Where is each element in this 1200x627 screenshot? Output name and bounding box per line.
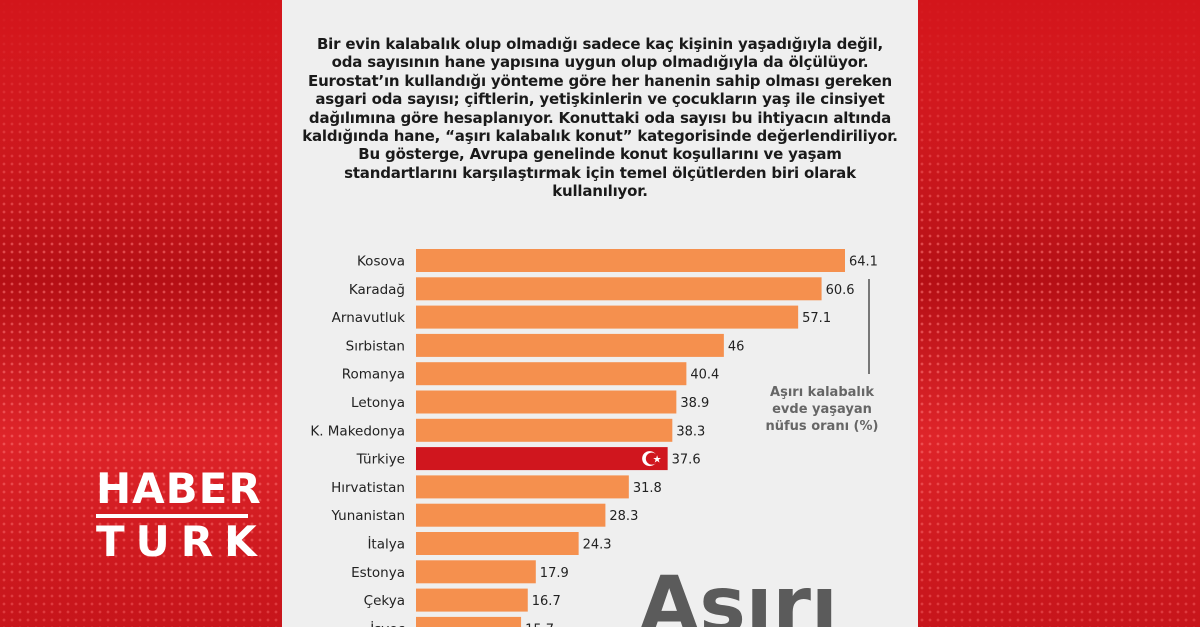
value-label-h-rvatistan: 31.8	[633, 481, 662, 496]
haberturk-logo: HABER TURK	[96, 464, 268, 566]
value-label-t-rkiye: 37.6	[672, 453, 701, 468]
big-heading-word: Aşırı	[639, 561, 838, 627]
bar-romanya	[416, 362, 687, 386]
category-label-ekya: Çekya	[364, 593, 405, 609]
infographic-panel: Bir evin kalabalık olup olmadığı sadece …	[282, 0, 918, 627]
value-label-k-makedonya: 38.3	[676, 424, 705, 439]
value-label-i-talya: 24.3	[583, 538, 612, 553]
value-label-ekya: 16.7	[532, 594, 561, 609]
bar-k-makedonya	[416, 418, 673, 442]
category-label-k-makedonya: K. Makedonya	[310, 423, 405, 439]
bar-s-rbistan	[416, 333, 724, 357]
svg-text:★: ★	[653, 455, 662, 466]
bar-h-rvatistan	[416, 475, 629, 499]
bar-arnavutluk	[416, 305, 799, 329]
logo-line-2: TURK	[96, 517, 268, 566]
bar-ekya	[416, 588, 528, 612]
value-label-karada: 60.6	[826, 283, 855, 298]
category-label-h-rvatistan: Hırvatistan	[331, 480, 405, 496]
bar-i-sve	[416, 616, 522, 627]
value-label-letonya: 38.9	[680, 396, 709, 411]
bar-letonya	[416, 390, 677, 414]
bar-estonya	[416, 560, 536, 584]
category-label-i-sve: İsveç	[370, 619, 405, 627]
value-label-s-rbistan: 46	[728, 339, 745, 354]
bar-yunanistan	[416, 503, 606, 527]
value-label-arnavutluk: 57.1	[802, 311, 831, 326]
value-label-romanya: 40.4	[690, 368, 719, 383]
turkish-flag-crescent-star-icon: ★	[642, 451, 662, 467]
category-label-karada: Karadağ	[349, 282, 405, 298]
category-label-letonya: Letonya	[351, 395, 405, 411]
value-label-estonya: 17.9	[540, 566, 569, 581]
bar-i-talya	[416, 532, 579, 555]
category-label-i-talya: İtalya	[367, 535, 405, 553]
category-label-arnavutluk: Arnavutluk	[332, 310, 406, 326]
chart-note: Aşırı kalabalık evde yaşayan nüfus oranı…	[765, 385, 879, 434]
intro-paragraph: Bir evin kalabalık olup olmadığı sadece …	[302, 35, 898, 201]
bar-chart: Kosova 64.1 Karadağ 60.6 Arnavutluk 57.1 Sırbi…	[310, 249, 878, 627]
value-label-i-sve: 15.7	[525, 622, 554, 627]
logo-line-1: HABER	[96, 464, 262, 513]
category-label-estonya: Estonya	[351, 565, 405, 581]
right-background-panel	[918, 0, 1200, 627]
bar-karada	[416, 277, 822, 301]
category-label-t-rkiye: Türkiye	[356, 452, 405, 468]
logo-divider	[96, 514, 248, 518]
category-label-kosova: Kosova	[357, 254, 405, 270]
value-label-yunanistan: 28.3	[609, 509, 638, 524]
value-label-kosova: 64.1	[849, 255, 878, 270]
category-label-yunanistan: Yunanistan	[330, 508, 405, 524]
category-label-s-rbistan: Sırbistan	[346, 338, 405, 354]
bar-kosova	[416, 249, 845, 272]
bar-t-rkiye	[416, 447, 668, 471]
note-arrow-line	[868, 279, 870, 374]
left-background-panel	[0, 0, 282, 627]
category-label-romanya: Romanya	[342, 367, 405, 383]
